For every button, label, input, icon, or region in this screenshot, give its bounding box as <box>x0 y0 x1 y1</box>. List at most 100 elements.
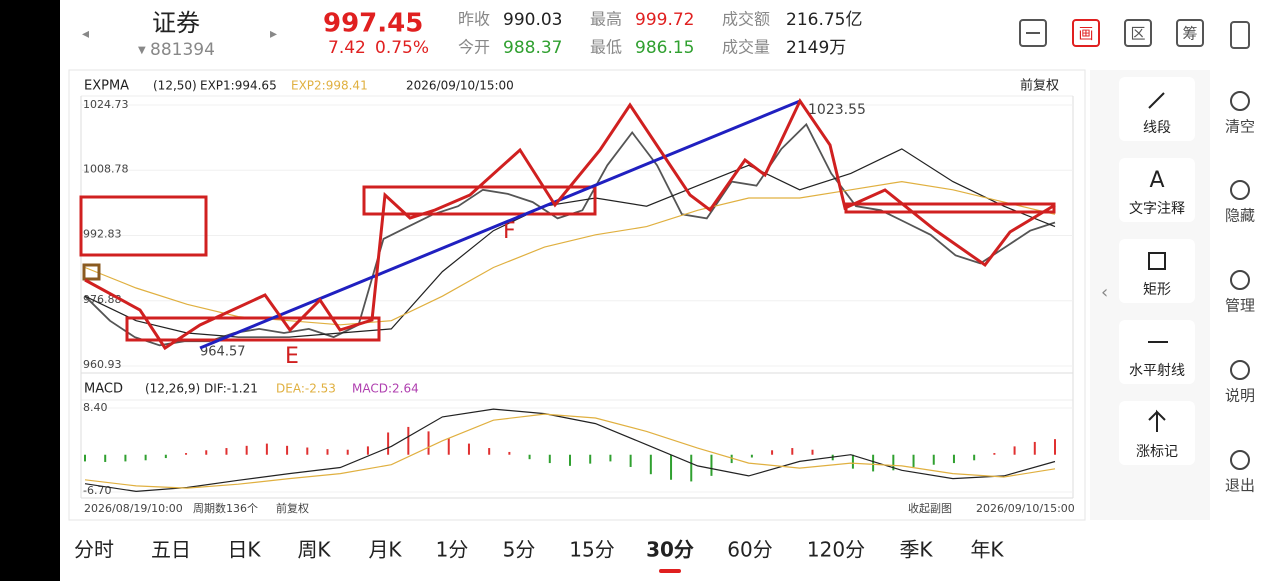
action-label[interactable]: 退出 <box>1225 477 1255 495</box>
indicator-params: (12,50) <box>153 79 197 93</box>
stat-label: 最高 <box>590 10 622 29</box>
dif-label: DIF:-1.21 <box>204 382 258 396</box>
code-arrow: ▼ <box>138 45 146 56</box>
change: 7.42 <box>328 38 366 58</box>
exp2-label: EXP2:998.41 <box>291 79 368 93</box>
period-count: 周期数136个 <box>193 502 258 515</box>
period-tab[interactable]: 五日 <box>151 538 191 562</box>
stat-label: 昨收 <box>458 10 490 29</box>
action-label[interactable]: 清空 <box>1225 118 1255 136</box>
icon-range[interactable] <box>1124 19 1152 47</box>
period-tab[interactable]: 年K <box>970 538 1004 562</box>
stat-label: 成交量 <box>722 38 770 57</box>
tool-button[interactable] <box>1119 320 1195 384</box>
period-tab[interactable]: 周K <box>297 538 331 562</box>
period-tab[interactable]: 1分 <box>436 538 469 562</box>
action-icon[interactable] <box>1230 270 1250 290</box>
icon-phone[interactable] <box>1230 21 1250 49</box>
icon-draw[interactable] <box>1072 19 1100 47</box>
stat-value: 988.37 <box>503 38 562 58</box>
stock-code: 881394 <box>150 40 215 60</box>
tab-underline <box>659 569 681 573</box>
collapse-panel[interactable]: ‹ <box>1101 282 1108 303</box>
action-label[interactable]: 隐藏 <box>1225 207 1255 225</box>
y-tick-label: 960.93 <box>83 358 122 371</box>
period-tab[interactable]: 5分 <box>503 538 536 562</box>
left-edge <box>0 0 60 581</box>
indicator-params: (12,26,9) <box>145 382 200 396</box>
tool-label: 涨标记 <box>1136 444 1178 460</box>
action-icon[interactable] <box>1230 360 1250 380</box>
y-tick-label: 8.40 <box>83 401 108 414</box>
tool-label: 矩形 <box>1143 282 1171 298</box>
indicator-name[interactable]: EXPMA <box>84 79 129 94</box>
stat-value: 216.75亿 <box>786 10 862 30</box>
period-tab[interactable]: 月K <box>368 538 402 562</box>
period-tab[interactable]: 30分 <box>646 538 694 562</box>
stats: 昨收 990.03 今开 988.37 最高 999.72 最低 986.15 成交额 216.7… <box>458 10 862 59</box>
icon-chips[interactable] <box>1176 19 1204 47</box>
legend-date: 2026/09/10/15:00 <box>406 79 514 93</box>
stat-value: 999.72 <box>635 10 694 30</box>
icon-label: 区 <box>1130 25 1145 43</box>
footer-adjust: 前复权 <box>276 501 309 515</box>
tool-label: 水平射线 <box>1129 363 1185 379</box>
icon-minus[interactable] <box>1019 19 1047 47</box>
icon-label: 筹 <box>1182 25 1197 43</box>
price: 997.45 <box>323 9 423 39</box>
tool-label: 文字注释 <box>1129 201 1185 217</box>
tool-button[interactable] <box>1119 77 1195 141</box>
action-label[interactable]: 说明 <box>1225 387 1255 405</box>
macd-label: MACD:2.64 <box>352 382 419 396</box>
stat-value: 986.15 <box>635 38 694 58</box>
y-tick-label: 992.83 <box>83 228 122 241</box>
series-line <box>84 408 1056 493</box>
period-tab[interactable]: 分时 <box>74 538 114 562</box>
action-icon[interactable] <box>1230 450 1250 470</box>
prev-arrow[interactable]: ◂ <box>82 26 89 42</box>
y-tick-label: -6.70 <box>83 484 111 497</box>
series-line <box>84 148 1056 338</box>
annotation: 1023.55 <box>808 102 866 118</box>
annotation: 964.57 <box>200 345 246 360</box>
icon-label: 画 <box>1078 25 1093 43</box>
series-line <box>84 413 1056 489</box>
tool-button[interactable] <box>1119 158 1195 222</box>
plot: 1024.731008.78992.83976.88960.931023.559… <box>81 98 1073 497</box>
user-drawings <box>79 97 1056 351</box>
action-icon[interactable] <box>1230 91 1250 111</box>
stat-value: 990.03 <box>503 10 562 30</box>
tool-glyph: A <box>1149 168 1164 193</box>
annotation: E <box>285 344 299 369</box>
action-icon[interactable] <box>1230 180 1250 200</box>
period-tabs: 分时 五日 日K 周K 月K 1分 5分 15分 30分 60分 120分 季K 年K <box>74 538 1004 573</box>
period-tab[interactable]: 60分 <box>727 538 772 562</box>
chart-frame <box>68 69 1086 521</box>
stat-label: 成交额 <box>722 10 770 29</box>
action-label[interactable]: 管理 <box>1225 297 1255 315</box>
period-tab[interactable]: 120分 <box>807 538 865 562</box>
stat-label: 最低 <box>590 38 622 57</box>
end-date: 2026/09/10/15:00 <box>976 502 1075 515</box>
y-tick-label: 1008.78 <box>83 162 129 175</box>
adjust-select[interactable]: 前复权 <box>1020 78 1059 94</box>
period-tab[interactable]: 季K <box>899 538 933 562</box>
start-date: 2026/08/19/10:00 <box>84 502 183 515</box>
next-arrow[interactable]: ▸ <box>270 26 277 42</box>
collapse-button[interactable]: 收起副图 <box>908 501 952 515</box>
tool-label: 线段 <box>1143 120 1171 136</box>
tool-button[interactable] <box>1119 239 1195 303</box>
header-icons <box>1019 19 1250 49</box>
period-tab[interactable]: 15分 <box>569 538 614 562</box>
tool-icon <box>1148 252 1166 270</box>
tool-icon <box>1148 92 1165 109</box>
exp1-label: EXP1:994.65 <box>200 79 277 93</box>
indicator-name[interactable]: MACD <box>84 382 123 397</box>
stat-label: 今开 <box>458 38 490 57</box>
period-tab[interactable]: 日K <box>227 538 261 562</box>
tool-button[interactable] <box>1119 401 1195 465</box>
annotation: F <box>503 219 516 244</box>
